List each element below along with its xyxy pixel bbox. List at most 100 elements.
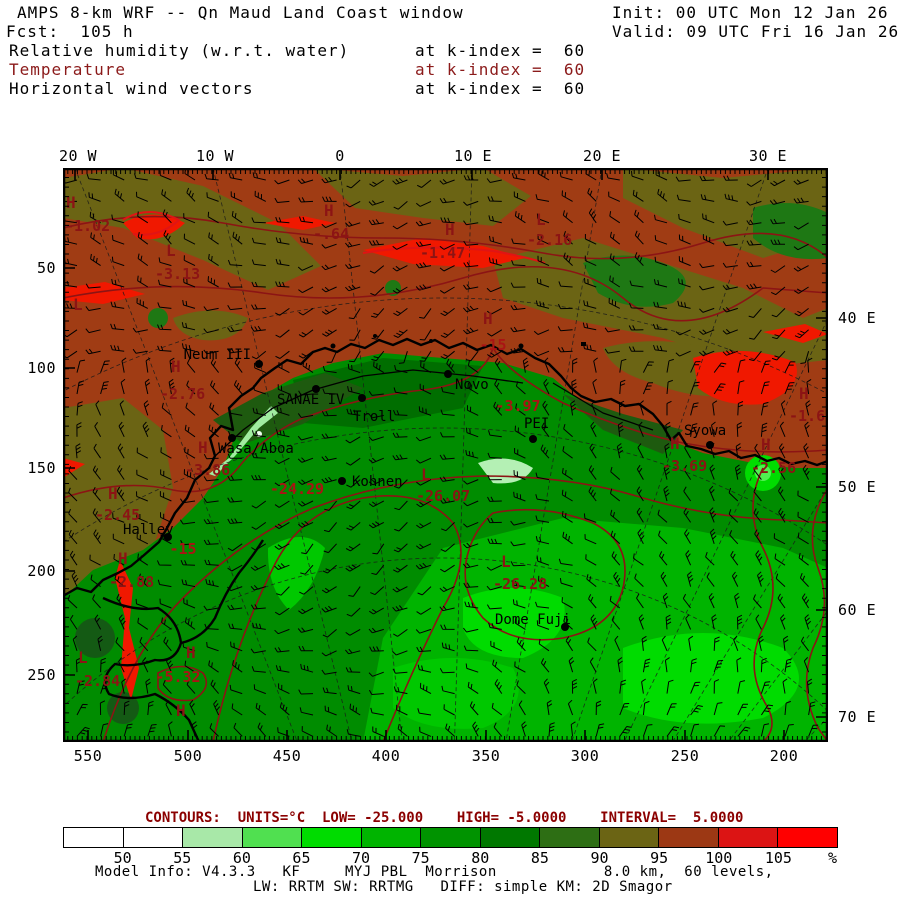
colorbar-segment [539, 828, 599, 847]
axis-tick-label: 40 E [838, 309, 877, 327]
colorbar-segment [479, 828, 540, 847]
colorbar-tick-label: 85 [530, 849, 549, 867]
axis-tick-label: 400 [371, 747, 401, 765]
axis-tick-label: 500 [173, 747, 203, 765]
major-ticks [63, 168, 828, 742]
extremum-value: -.64 [313, 225, 349, 243]
map-canvas: H -1.02 L -3.13 H -.64 H -1.47 L -2.16 H -2.76 H -3.8… [63, 168, 828, 742]
axis-tick-label: 10 E [453, 147, 493, 165]
station-dot [529, 435, 537, 443]
contour-label: -3.97 [495, 397, 540, 415]
colorbar-tick-label: 80 [471, 849, 490, 867]
extremum-symbol: L [166, 241, 176, 260]
field-label-temp: Temperature [9, 60, 126, 79]
station-label: PEI [524, 416, 549, 432]
extremum-symbol: H [799, 384, 809, 403]
contour-labels-layer: -24.29 -15 -15 -5.32 -3.97 [155, 336, 540, 686]
station-dot [338, 477, 346, 485]
colorbar-tick-labels: 50 55 60 65 70 75 80 85 90 95 100 105% [63, 849, 838, 867]
extremum-value: -26.28 [493, 575, 547, 593]
axis-tick-label: 200 [769, 747, 799, 765]
extrema-layer: H -1.02 L -3.13 H -.64 H -1.47 L -2.16 H -2.76 H -3.8… [65, 193, 825, 720]
axis-tick-label: 60 E [838, 601, 877, 619]
extremum-symbol: H [108, 484, 118, 503]
contour-label: -15 [479, 336, 506, 354]
model-info-line2: LW: RRTM SW: RRTMG DIFF: simple KM: 2D S… [253, 879, 673, 895]
field-level-temp: at k-index = 60 [415, 60, 586, 79]
colorbar-segment [122, 828, 183, 847]
colorbar-segment [301, 828, 361, 847]
graticule [63, 168, 828, 742]
colorbar-tick-label: 50 [113, 849, 132, 867]
axis-tick-label: 50 [36, 259, 56, 277]
colorbar-tick-label: % [828, 849, 838, 867]
red-streaks [63, 214, 828, 700]
station-label: Novo [455, 377, 489, 393]
stations-layer: Neum III SANAE IV Troll Novo Wasa/Aboa Kohnen… [123, 347, 726, 631]
contour-info-line: CONTOURS: UNITS=°C LOW= -25.000 HIGH= -5… [145, 810, 744, 826]
extremum-symbol: L [78, 648, 88, 667]
map-border [63, 168, 828, 742]
colorbar-segment [598, 828, 659, 847]
extremum-value: -26.07 [416, 487, 470, 505]
extremum-value: -2.56 [751, 459, 796, 477]
axis-tick-label: 550 [73, 747, 103, 765]
contour-label: -5.32 [155, 668, 200, 686]
axis-tick-label: 70 E [838, 708, 877, 726]
colorbar-segment [658, 828, 718, 847]
forecast-hour: Fcst: 105 h [6, 22, 134, 41]
field-label-rh: Relative humidity (w.r.t. water) [9, 41, 350, 60]
colorbar [63, 827, 838, 848]
extremum-value: -2.76 [160, 385, 205, 403]
colorbar-tick-label: 55 [173, 849, 192, 867]
station-dot [444, 370, 452, 378]
station-dot [706, 441, 714, 449]
axis-tick-label: 10 W [195, 147, 235, 165]
extremum-value: -2.84 [75, 672, 120, 690]
extremum-symbol: H [186, 643, 196, 662]
wind-barbs-layer [63, 168, 819, 737]
map-panel: H -1.02 L -3.13 H -.64 H -1.47 L -2.16 H -2.76 H -3.8… [63, 168, 828, 742]
station-dot [228, 434, 236, 442]
colorbar-segment [64, 828, 123, 847]
extremum-symbol: H [176, 701, 186, 720]
field-label-wind: Horizontal wind vectors [9, 79, 254, 98]
model-info-line1: Model Info: V4.3.3 KF MYJ PBL Morrison 8… [95, 864, 774, 880]
field-level-rh: at k-index = 60 [415, 41, 586, 60]
coastline [63, 337, 828, 742]
station-dot [312, 385, 320, 393]
extremum-symbol: L [73, 295, 83, 314]
colorbar-segment [717, 828, 778, 847]
extremum-symbol: L [501, 552, 511, 571]
colorbar-segment [420, 828, 480, 847]
station-dot [164, 533, 172, 541]
wind-barbs [63, 168, 819, 737]
extremum-value: -1.6 [789, 407, 825, 425]
contour-label: -24.29 [270, 480, 324, 498]
station-dot [561, 623, 569, 631]
axis-tick-label: 50 E [838, 478, 877, 496]
station-label: Dome Fuji [495, 612, 571, 628]
axis-tick-label: 250 [27, 666, 56, 684]
axis-tick-label: 150 [27, 459, 56, 477]
axis-tick-label: 200 [27, 562, 56, 580]
extremum-value: -2.16 [527, 231, 572, 249]
extremum-symbol: H [118, 549, 128, 568]
extremum-symbol: H [66, 193, 76, 212]
colorbar-tick-label: 75 [411, 849, 430, 867]
extremum-symbol: H [670, 434, 680, 453]
field-level-wind: at k-index = 60 [415, 79, 586, 98]
extremum-value: -3.13 [155, 265, 200, 283]
colorbar-tick-label: 65 [292, 849, 311, 867]
axis-tick-label: 300 [570, 747, 600, 765]
station-dot [255, 360, 263, 368]
colorbar-segment [241, 828, 302, 847]
axis-tick-label: 0 [335, 147, 345, 165]
station-label: SANAE IV [277, 392, 345, 408]
axis-tick-label: 250 [670, 747, 700, 765]
colorbar-segment [360, 828, 421, 847]
station-label: Wasa/Aboa [218, 441, 294, 457]
extremum-value: -2.88 [109, 573, 154, 591]
colorbar-tick-label: 100 [705, 849, 733, 867]
